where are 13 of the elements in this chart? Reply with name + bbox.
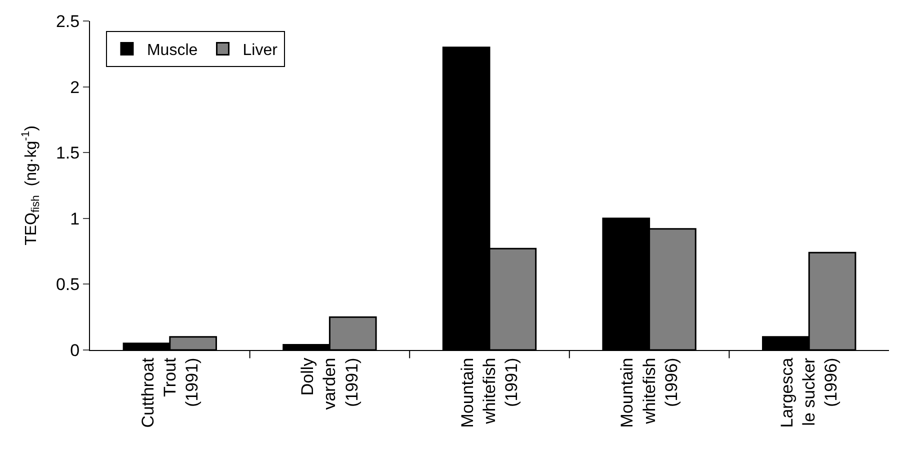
x-tick-label: Largesca le sucker (1996)	[778, 357, 841, 428]
x-tick-label: Cutthroat Trout (1991)	[138, 358, 202, 428]
y-tick-label: 0.5	[56, 275, 80, 294]
x-tick-label: Mountain whitefish (1991)	[458, 358, 522, 428]
y-tick-label: 2	[70, 78, 80, 97]
y-tick-label: 0	[70, 340, 80, 360]
legend-label: Liver	[242, 42, 278, 60]
y-tick-label: 1	[70, 209, 80, 228]
y-tick-label: 2.5	[56, 12, 80, 31]
legend-label: Muscle	[146, 42, 198, 60]
y-tick-label: 1.5	[56, 144, 80, 163]
x-tick-label: Mountain whitefish (1996)	[618, 358, 681, 428]
x-tick-label: Dolly varden (1991)	[298, 357, 362, 410]
